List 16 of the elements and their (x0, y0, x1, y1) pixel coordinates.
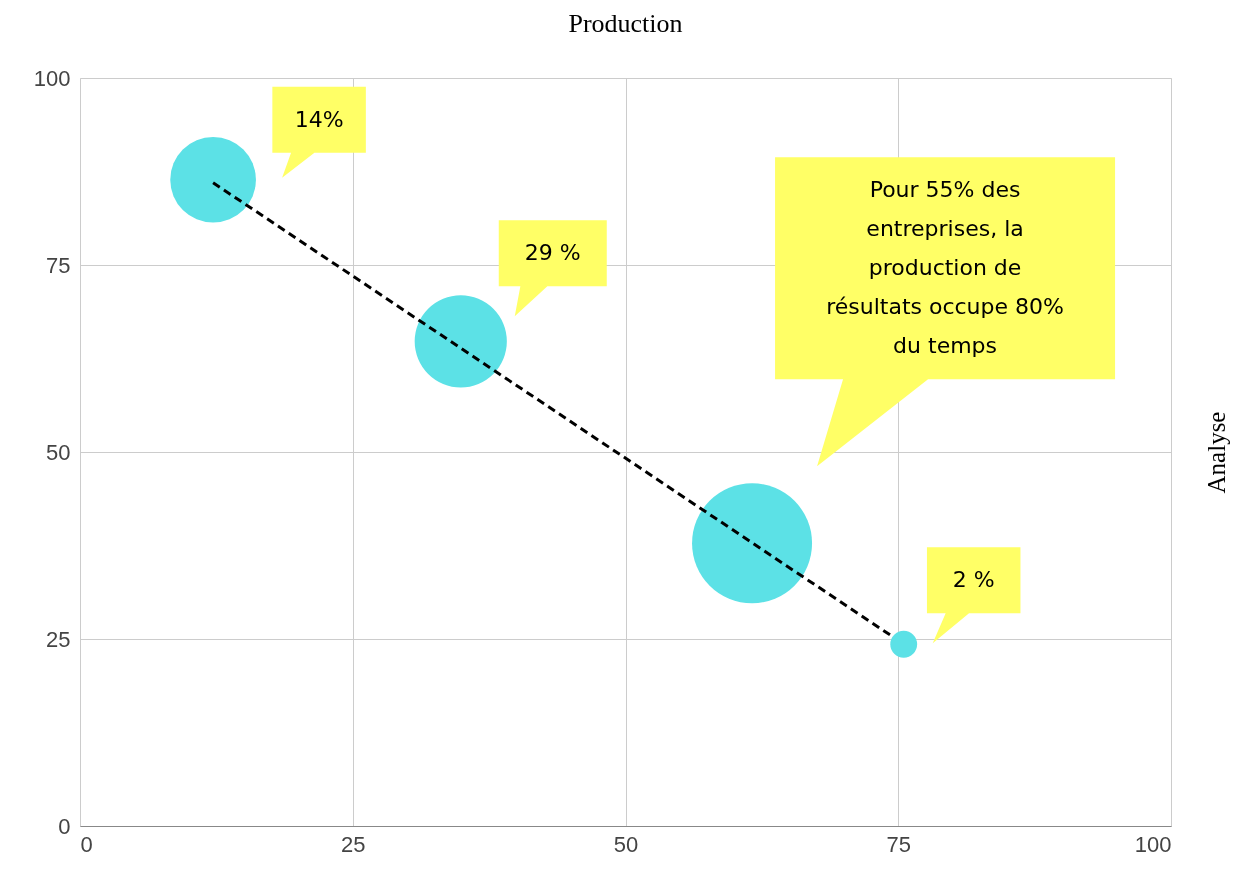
x-tick-label: 50 (613, 831, 639, 857)
annotation: 29 % (524, 240, 581, 266)
y-tick-label: 50 (46, 439, 71, 465)
y-axis-title: Analyse (1202, 411, 1230, 494)
annotation: Pour 55% des entreprises, la production de résultats occupe 80% du temps (826, 177, 1064, 359)
annotation: 2 % (952, 567, 995, 593)
y-tick-label: 75 (46, 252, 71, 278)
y-tick-label: 25 (46, 626, 71, 652)
x-tick-label: 0 (80, 831, 93, 857)
x-tick-label: 25 (341, 831, 366, 857)
y-tick-label: 0 (58, 813, 71, 839)
annotation: 14% (294, 106, 344, 132)
y-tick-label: 100 (33, 65, 71, 91)
x-tick-label: 75 (886, 831, 911, 857)
x-tick-label: 100 (1134, 831, 1172, 857)
chart-title: Production (568, 9, 683, 38)
